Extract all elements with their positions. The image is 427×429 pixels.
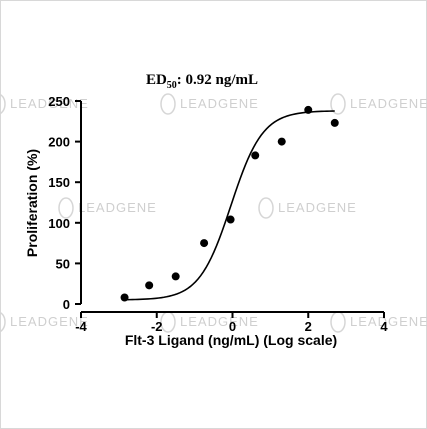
title-subscript: 50: [167, 80, 177, 91]
fit-curve: [124, 110, 335, 301]
watermark-text: LEADGENE: [180, 314, 259, 329]
leadgene-watermark: LEADGENE: [0, 93, 89, 115]
data-points: [120, 105, 339, 302]
y-tick-label: 250: [48, 94, 70, 109]
chart-title: ED50: 0.92 ng/mL: [146, 72, 258, 91]
data-point: [200, 239, 209, 248]
watermark-text: LEADGENE: [78, 200, 157, 215]
watermark-text: LEADGENE: [10, 96, 89, 111]
title-prefix: ED: [146, 72, 167, 88]
leadgene-watermark: LEADGENE: [58, 197, 157, 219]
x-tick-label: -2: [151, 319, 163, 334]
leadgene-watermark: LEADGENE: [0, 311, 89, 333]
data-point: [145, 281, 154, 290]
leadgene-watermark: LEADGENE: [330, 93, 427, 115]
x-axis-title: Flt-3 Ligand (ng/mL) (Log scale): [125, 332, 337, 348]
data-point: [277, 137, 286, 146]
watermark-text: LEADGENE: [350, 314, 427, 329]
y-tick-label: 100: [48, 216, 70, 231]
y-tick-label: 50: [56, 256, 70, 271]
data-point: [226, 215, 235, 224]
x-tick-label: 0: [229, 319, 236, 334]
y-tick-label: 200: [48, 135, 70, 150]
y-tick-label: 0: [63, 297, 70, 312]
data-point: [251, 151, 260, 160]
leadgene-watermark: LEADGENE: [258, 197, 357, 219]
leadgene-watermark: LEADGENE: [160, 93, 259, 115]
watermark-text: LEADGENE: [278, 200, 357, 215]
x-tick-label: 4: [380, 319, 388, 334]
watermark-text: LEADGENE: [180, 96, 259, 111]
y-axis-title: Proliferation (%): [24, 149, 40, 257]
data-point: [330, 118, 339, 127]
title-suffix: : 0.92 ng/mL: [177, 72, 258, 88]
tick-layer: 0 50 100 150 200 250 -4 -2 0 2 4: [48, 94, 388, 334]
leadgene-watermark: LEADGENE: [160, 311, 259, 333]
data-point: [304, 105, 313, 114]
y-tick-label: 150: [48, 175, 70, 190]
data-point: [171, 272, 180, 281]
x-tick-label: -4: [75, 319, 87, 334]
watermark-text: LEADGENE: [350, 96, 427, 111]
leadgene-watermark: LEADGENE: [330, 311, 427, 333]
watermark-text: LEADGENE: [10, 314, 89, 329]
watermark-layer: LEADGENE LEADGENE LEADGENE LEADGENE LEADGENE…: [0, 93, 427, 333]
x-tick-label: 2: [305, 319, 312, 334]
data-point: [120, 293, 129, 302]
